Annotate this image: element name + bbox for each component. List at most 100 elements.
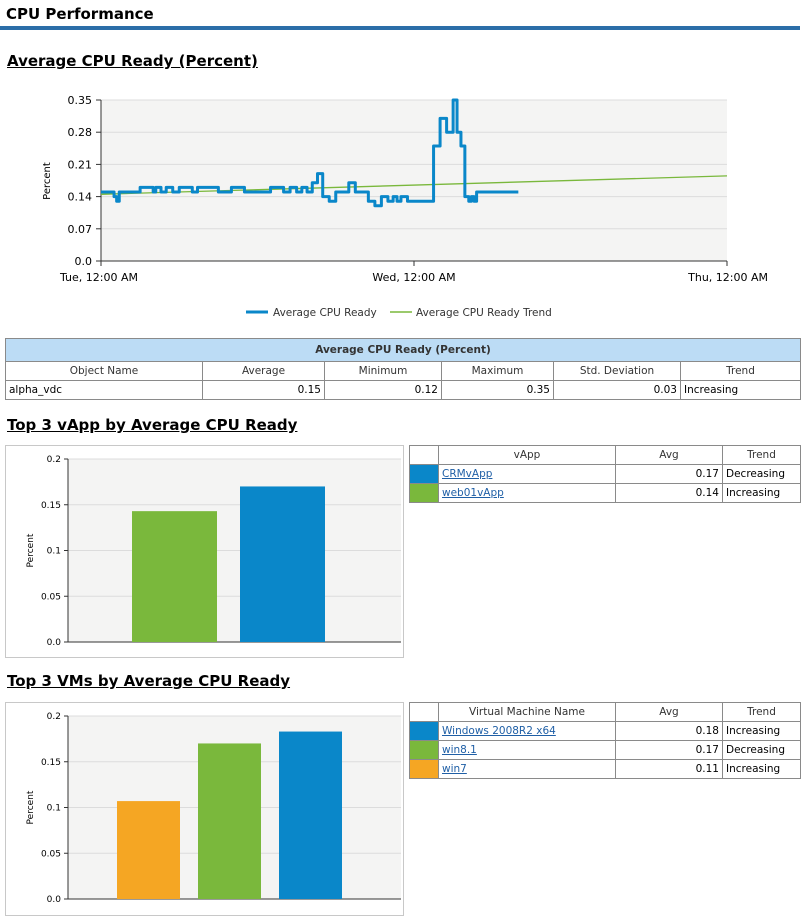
section-title-cpu-ready: Average CPU Ready (Percent): [7, 52, 258, 70]
y-tick-label: 0.2: [47, 455, 61, 465]
cell-vm-name: win7: [438, 759, 616, 779]
cell-avg: 0.11: [615, 759, 723, 779]
chart-legend: Average CPU Ready Average CPU Ready Tren…: [246, 307, 552, 319]
section-title-top-vms: Top 3 VMs by Average CPU Ready: [7, 672, 291, 690]
col-header-std-deviation: Std. Deviation: [553, 361, 681, 381]
cell-avg: 0.14: [615, 483, 723, 503]
vm-link[interactable]: win7: [442, 763, 467, 775]
cell-trend: Increasing: [722, 759, 801, 779]
cell-trend: Decreasing: [722, 464, 801, 484]
row-color-swatch: [409, 721, 439, 741]
col-header-object-name: Object Name: [5, 361, 203, 381]
vm-link[interactable]: Windows 2008R2 x64: [442, 725, 556, 737]
legend-label-average-cpu-ready: Average CPU Ready: [273, 307, 377, 319]
col-header-trend: Trend: [680, 361, 801, 381]
vm-link[interactable]: win8.1: [442, 744, 477, 756]
series-line-average-cpu-ready: [101, 98, 519, 208]
vapp-link[interactable]: web01vApp: [442, 487, 504, 499]
col-header-minimum: Minimum: [324, 361, 442, 381]
cell-object-name: alpha_vdc: [5, 380, 203, 400]
y-tick-label: 0.1: [47, 804, 61, 814]
col-header-avg: Avg: [615, 702, 723, 722]
vm-table: Virtual Machine Name Avg Trend Windows 2…: [409, 702, 801, 779]
table-header-row: Virtual Machine Name Avg Trend: [409, 702, 801, 722]
col-header-swatch: [409, 702, 439, 722]
x-tick-label: Wed, 12:00 AM: [372, 271, 455, 284]
row-color-swatch: [409, 740, 439, 760]
cell-vm-name: Windows 2008R2 x64: [438, 721, 616, 741]
bar-crmvapp: [240, 486, 325, 642]
y-tick-label: 0.0: [47, 638, 62, 648]
title-divider: [0, 26, 800, 30]
y-tick-label: 0.05: [41, 849, 61, 859]
cell-vm-name: win8.1: [438, 740, 616, 760]
table-caption: Average CPU Ready (Percent): [5, 338, 801, 362]
col-header-trend: Trend: [722, 702, 801, 722]
y-tick-label: 0.2: [47, 712, 61, 722]
y-tick-label: 0.0: [47, 895, 62, 905]
page-title: CPU Performance: [6, 5, 154, 23]
vapp-table: vApp Avg Trend CRMvApp 0.17 Decreasing w…: [409, 445, 801, 503]
y-tick-label: 0.07: [68, 223, 93, 236]
row-color-swatch: [409, 759, 439, 779]
table-header-row: vApp Avg Trend: [409, 445, 801, 465]
table-row: web01vApp 0.14 Increasing: [409, 483, 801, 503]
col-header-maximum: Maximum: [441, 361, 554, 381]
y-tick-label: 0.28: [68, 126, 93, 139]
table-row: win8.1 0.17 Decreasing: [409, 740, 801, 760]
y-axis-label: Percent: [42, 162, 53, 200]
y-tick-label: 0.1: [47, 547, 61, 557]
cell-std-deviation: 0.03: [553, 380, 681, 400]
y-tick-label: 0.15: [41, 501, 61, 511]
col-header-avg: Avg: [615, 445, 723, 465]
cell-avg: 0.17: [615, 464, 723, 484]
series-line-average-cpu-ready-trend: [100, 175, 728, 195]
x-tick-label: Thu, 12:00 AM: [687, 271, 768, 284]
bar-win7: [117, 801, 180, 899]
vapp-link[interactable]: CRMvApp: [442, 468, 493, 480]
cell-trend: Increasing: [680, 380, 801, 400]
table-header-row: Object Name Average Minimum Maximum Std.…: [5, 361, 801, 381]
x-tick-label: Tue, 12:00 AM: [59, 271, 138, 284]
cell-avg: 0.17: [615, 740, 723, 760]
col-header-vapp: vApp: [438, 445, 616, 465]
cell-average: 0.15: [202, 380, 325, 400]
plot-area: [101, 100, 727, 261]
cell-avg: 0.18: [615, 721, 723, 741]
cell-vapp-name: web01vApp: [438, 483, 616, 503]
cell-minimum: 0.12: [324, 380, 442, 400]
y-tick-label: 0.05: [41, 592, 61, 602]
legend-label-trend: Average CPU Ready Trend: [416, 307, 552, 319]
y-tick-label: 0.21: [68, 158, 93, 171]
line-chart-average-cpu-ready: 0.35 0.28 0.21 0.14 0.07 0.0 Tue, 12:00 AM Wed…: [42, 94, 768, 319]
y-tick-label: 0.0: [75, 255, 93, 268]
col-header-trend: Trend: [722, 445, 801, 465]
section-title-top-vapp: Top 3 vApp by Average CPU Ready: [7, 416, 298, 434]
col-header-vm-name: Virtual Machine Name: [438, 702, 616, 722]
table-row: Windows 2008R2 x64 0.18 Increasing: [409, 721, 801, 741]
bar-windows-2008r2-x64: [279, 731, 342, 899]
row-color-swatch: [409, 464, 439, 484]
cpu-ready-summary-table: Average CPU Ready (Percent) Object Name …: [5, 338, 801, 400]
y-axis-label: Percent: [26, 790, 36, 824]
cell-trend: Increasing: [722, 483, 801, 503]
vapp-chart-panel: 0.2 0.15 0.1 0.05 0.0 Percent: [5, 445, 404, 658]
table-row: alpha_vdc 0.15 0.12 0.35 0.03 Increasing: [5, 380, 801, 400]
cell-vapp-name: CRMvApp: [438, 464, 616, 484]
vm-chart-panel: 0.2 0.15 0.1 0.05 0.0 Percent: [5, 702, 404, 916]
y-tick-label: 0.14: [68, 191, 93, 204]
col-header-average: Average: [202, 361, 325, 381]
cell-trend: Decreasing: [722, 740, 801, 760]
cell-trend: Increasing: [722, 721, 801, 741]
bar-web01vapp: [132, 511, 217, 642]
cell-maximum: 0.35: [441, 380, 554, 400]
table-row: win7 0.11 Increasing: [409, 759, 801, 779]
table-row: CRMvApp 0.17 Decreasing: [409, 464, 801, 484]
bar-win8-1: [198, 743, 261, 899]
y-axis-label: Percent: [26, 533, 36, 567]
bar-chart-top-vapp: 0.2 0.15 0.1 0.05 0.0 Percent: [26, 455, 401, 648]
y-tick-label: 0.35: [68, 94, 93, 107]
row-color-swatch: [409, 483, 439, 503]
y-tick-label: 0.15: [41, 758, 61, 768]
bar-chart-top-vms: 0.2 0.15 0.1 0.05 0.0 Percent: [26, 712, 401, 905]
